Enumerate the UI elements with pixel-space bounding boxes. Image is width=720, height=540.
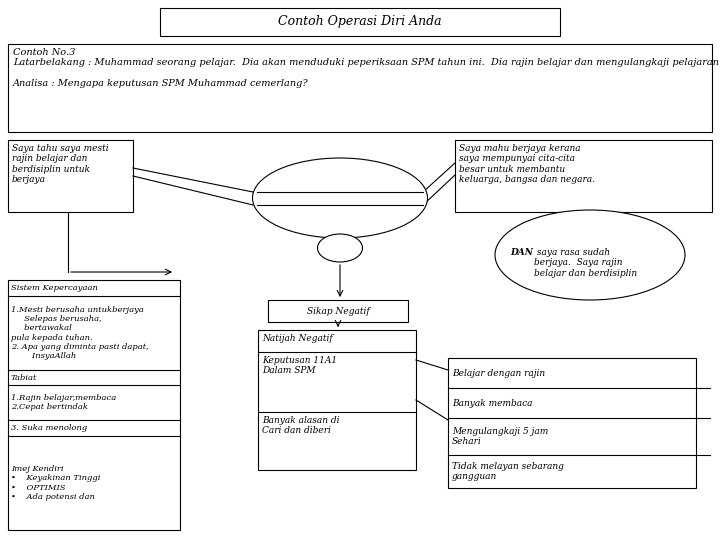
Text: Banyak membaca: Banyak membaca	[452, 399, 533, 408]
FancyBboxPatch shape	[8, 140, 133, 212]
Text: 3. Suka menolong: 3. Suka menolong	[11, 424, 87, 432]
Text: Imej Kendiri
•    Keyakinan Tinggi
•    OPTIMIS
•    Ada potensi dan: Imej Kendiri • Keyakinan Tinggi • OPTIMI…	[11, 465, 100, 501]
Text: Tidak melayan sebarang
gangguan: Tidak melayan sebarang gangguan	[452, 462, 564, 481]
Ellipse shape	[495, 210, 685, 300]
FancyBboxPatch shape	[160, 8, 560, 36]
Text: Sikap Negatif: Sikap Negatif	[307, 307, 369, 315]
Text: Natijah Negatif: Natijah Negatif	[262, 334, 333, 343]
FancyBboxPatch shape	[8, 280, 180, 530]
FancyBboxPatch shape	[448, 358, 696, 488]
Text: 1.Rajin belajar,membaca
2.Cepat bertindak: 1.Rajin belajar,membaca 2.Cepat bertinda…	[11, 394, 116, 411]
Text: Keputusan 11A1
Dalam SPM: Keputusan 11A1 Dalam SPM	[262, 356, 337, 375]
Text: Saya tahu saya mesti
rajin belajar dan
berdisiplin untuk
berjaya: Saya tahu saya mesti rajin belajar dan b…	[12, 144, 109, 184]
Text: Saya mahu berjaya kerana
saya mempunyai cita-cita
besar untuk membantu
keluarga,: Saya mahu berjaya kerana saya mempunyai …	[459, 144, 595, 184]
Text: saya rasa sudah
berjaya.  Saya rajin
belajar dan berdisiplin: saya rasa sudah berjaya. Saya rajin bela…	[534, 248, 637, 278]
FancyBboxPatch shape	[268, 300, 408, 322]
FancyBboxPatch shape	[8, 44, 712, 132]
Text: Belajar dengan rajin: Belajar dengan rajin	[452, 368, 545, 377]
Text: Sistem Kepercayaan: Sistem Kepercayaan	[11, 284, 98, 292]
Text: Contoh No.3
Latarbelakang : Muhammad seorang pelajar.  Dia akan menduduki peperi: Contoh No.3 Latarbelakang : Muhammad seo…	[13, 48, 720, 88]
Ellipse shape	[253, 158, 428, 238]
Text: Tabiat: Tabiat	[11, 374, 37, 381]
Text: DAN: DAN	[510, 248, 533, 257]
Text: Mengulangkaji 5 jam
Sehari: Mengulangkaji 5 jam Sehari	[452, 427, 548, 446]
Ellipse shape	[318, 234, 362, 262]
Text: Banyak alasan di
Cari dan diberi: Banyak alasan di Cari dan diberi	[262, 416, 340, 435]
Text: Contoh Operasi Diri Anda: Contoh Operasi Diri Anda	[278, 16, 442, 29]
FancyBboxPatch shape	[258, 330, 416, 470]
Text: 1.Mesti berusaha untukberjaya
     Selepas berusaha,
     bertawakal
pula kepada: 1.Mesti berusaha untukberjaya Selepas be…	[11, 306, 149, 360]
FancyBboxPatch shape	[455, 140, 712, 212]
